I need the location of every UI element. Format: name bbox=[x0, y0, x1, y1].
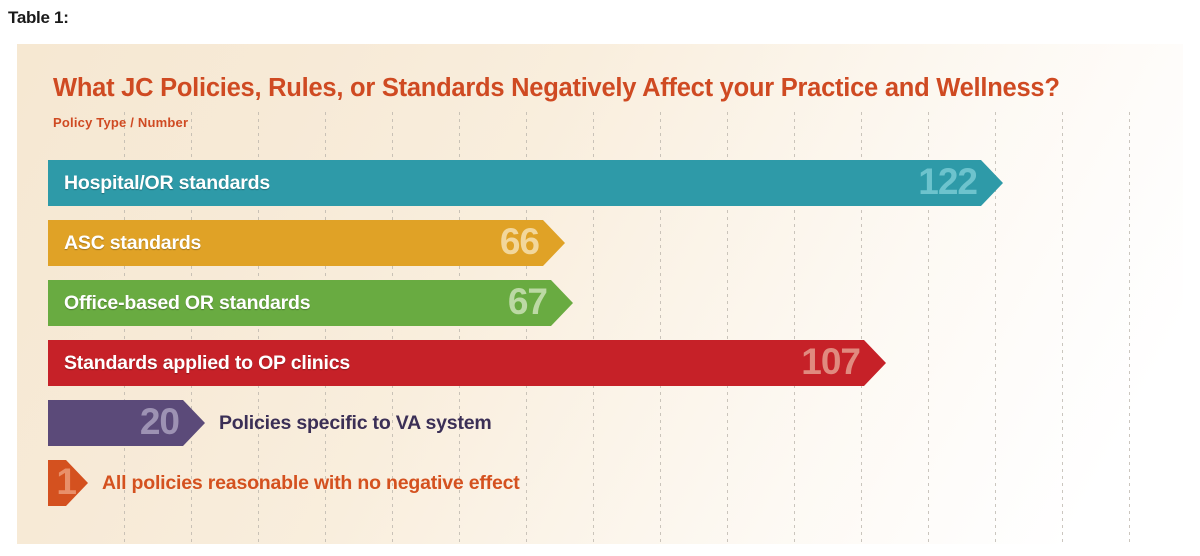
bar-value-label: 67 bbox=[507, 281, 548, 322]
bar-category-label: Hospital/OR standards bbox=[64, 172, 271, 194]
bar-shape bbox=[48, 400, 205, 446]
bar-category-label: ASC standards bbox=[64, 232, 202, 254]
bar-shape bbox=[48, 280, 573, 326]
bar-value-label: 20 bbox=[139, 401, 180, 442]
bar[interactable]: 20 bbox=[48, 400, 205, 446]
bar-value-label: 66 bbox=[499, 221, 540, 262]
bar[interactable]: 67 Office-based OR standards bbox=[48, 280, 573, 326]
bar[interactable]: 66 ASC standards bbox=[48, 220, 565, 266]
figure-caption: Table 1: bbox=[8, 8, 69, 27]
bar[interactable]: 122 Hospital/OR standards bbox=[48, 160, 1003, 206]
bar-shape bbox=[48, 340, 886, 386]
chart-title: What JC Policies, Rules, or Standards Ne… bbox=[53, 74, 1060, 102]
chart-panel: What JC Policies, Rules, or Standards Ne… bbox=[17, 44, 1183, 544]
bar-value-label: 122 bbox=[918, 161, 978, 202]
bar-value-label: 107 bbox=[801, 341, 861, 382]
bar-series: 122 Hospital/OR standards 66 ASC standards 6… bbox=[17, 44, 1183, 544]
bar[interactable]: 107 Standards applied to OP clinics bbox=[48, 340, 886, 386]
bar-category-label: Policies specific to VA system bbox=[219, 412, 492, 434]
bar[interactable]: 1 bbox=[48, 460, 88, 506]
bar-category-label: All policies reasonable with no negative… bbox=[102, 472, 520, 494]
bar-category-label: Office-based OR standards bbox=[64, 292, 311, 314]
bar-shape bbox=[48, 220, 565, 266]
chart-subtitle: Policy Type / Number bbox=[53, 115, 189, 130]
bar-category-label: Standards applied to OP clinics bbox=[64, 352, 351, 374]
bar-shape bbox=[48, 160, 1003, 206]
bar-value-label: 1 bbox=[56, 461, 77, 502]
